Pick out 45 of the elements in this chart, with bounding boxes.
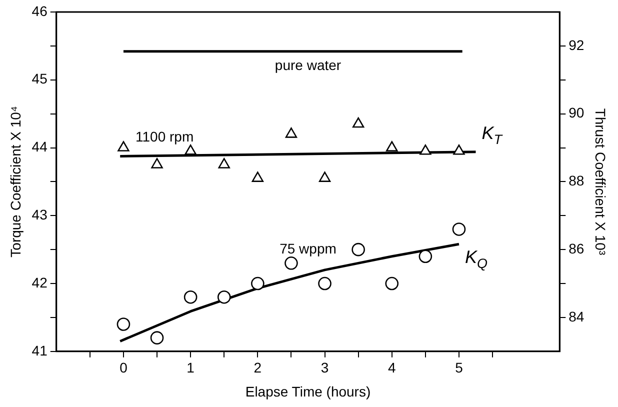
point bbox=[218, 158, 230, 168]
point bbox=[252, 172, 264, 182]
point bbox=[285, 128, 298, 138]
point bbox=[352, 242, 365, 256]
point bbox=[352, 117, 364, 128]
x-axis-title: Elapse Time (hours) bbox=[245, 383, 371, 400]
point bbox=[217, 290, 231, 304]
x-tick-label: 5 bbox=[455, 360, 464, 376]
x-tick-label: 3 bbox=[320, 360, 329, 376]
y2-tick-label: 88 bbox=[568, 172, 584, 189]
y-tick-label: 42 bbox=[32, 274, 48, 290]
point bbox=[418, 250, 432, 264]
y-tick-label: 43 bbox=[32, 206, 48, 222]
point bbox=[318, 276, 332, 290]
point bbox=[116, 318, 130, 331]
y-axis-title: Torque Coefficient X 10⁴ bbox=[7, 106, 24, 258]
y2-tick-label: 84 bbox=[568, 308, 584, 324]
y-tick-label: 44 bbox=[32, 138, 48, 155]
x-tick-label: 2 bbox=[254, 360, 262, 376]
y-tick-label: 45 bbox=[32, 70, 48, 87]
y-tick-label: 41 bbox=[32, 342, 48, 358]
point bbox=[386, 141, 398, 152]
annotation: 75 wppm bbox=[280, 240, 336, 256]
point bbox=[118, 141, 130, 152]
y2-tick-label: 90 bbox=[568, 104, 584, 121]
annotation: 1100 rpm bbox=[136, 128, 194, 144]
y2-tick-label: 92 bbox=[568, 36, 584, 53]
point bbox=[251, 276, 264, 290]
y2-axis-title: Thrust Coefficient X 10³ bbox=[592, 108, 609, 256]
point bbox=[318, 172, 331, 182]
x-tick-label: 0 bbox=[120, 360, 128, 376]
y2-tick-label: 86 bbox=[568, 240, 584, 256]
point bbox=[150, 331, 164, 344]
x-tick-label: 4 bbox=[388, 360, 396, 376]
y-tick-label: 46 bbox=[32, 2, 48, 19]
point bbox=[184, 144, 196, 155]
point bbox=[151, 158, 163, 168]
point bbox=[284, 256, 298, 270]
x-tick-label: 1 bbox=[186, 360, 195, 376]
annotation: pure water bbox=[274, 57, 342, 74]
point bbox=[453, 144, 465, 155]
point bbox=[420, 144, 432, 155]
point bbox=[452, 222, 466, 236]
point bbox=[385, 276, 399, 290]
point bbox=[184, 290, 198, 304]
